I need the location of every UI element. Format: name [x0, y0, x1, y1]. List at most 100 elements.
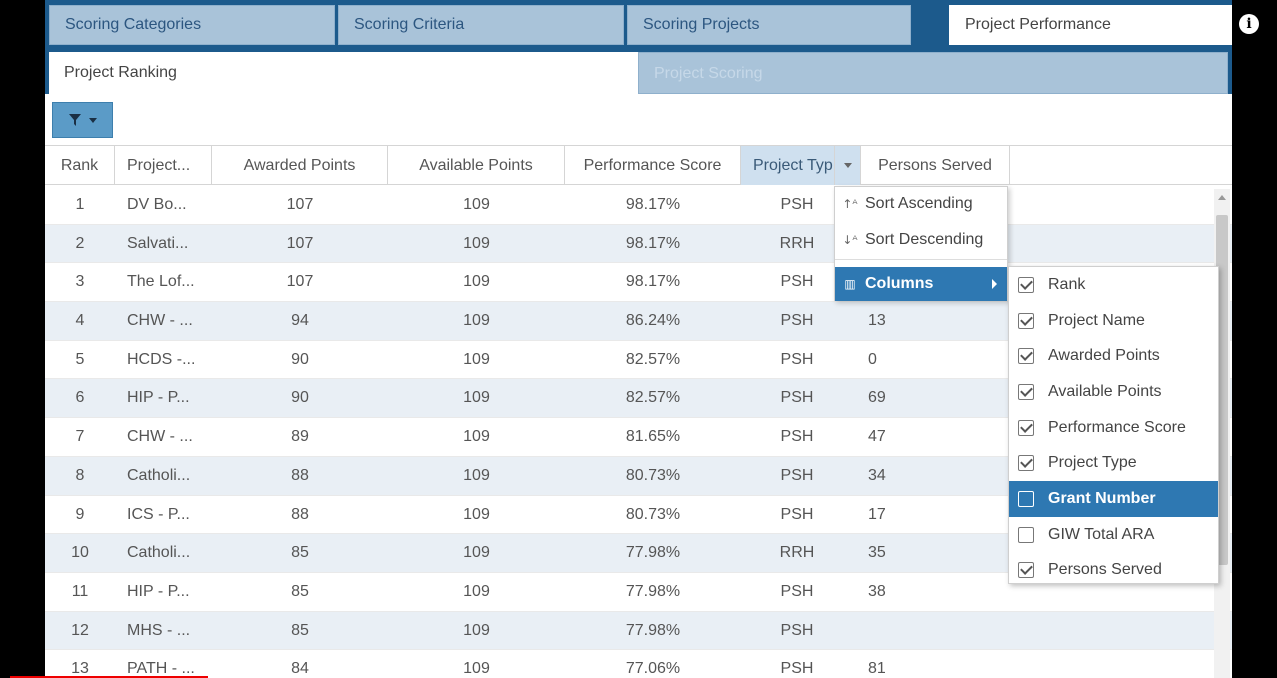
column-toggle-item[interactable]: Persons Served [1009, 553, 1218, 583]
awarded-points-cell: 90 [291, 350, 309, 368]
available-points-cell: 109 [463, 428, 490, 446]
column-toggle-item[interactable]: Available Points [1009, 374, 1218, 410]
rank-cell: 1 [75, 196, 85, 213]
column-toggle-item[interactable]: Awarded Points [1009, 338, 1218, 374]
awarded-points-cell: 88 [291, 505, 309, 523]
column-menu-button[interactable] [835, 146, 861, 185]
checkbox[interactable] [1018, 455, 1034, 472]
tab-scoring-criteria[interactable]: Scoring Criteria [338, 5, 624, 45]
column-toggle-label: Grant Number [1048, 490, 1156, 508]
awarded-points-cell: 85 [291, 582, 309, 600]
subtab-project-scoring[interactable]: Project Scoring [638, 52, 1228, 94]
project-name-cell: The Lof... [127, 273, 195, 291]
column-toggle-item[interactable]: Grant Number [1009, 481, 1218, 517]
available-points-cell: 109 [463, 273, 490, 291]
column-header-project-name[interactable]: Project... [115, 146, 212, 185]
table-row[interactable]: 11 HIP - P... 85 109 77.98% PSH 38 [45, 573, 1232, 612]
performance-score-cell: 82.57% [625, 350, 681, 368]
performance-score-cell: 86.24% [625, 312, 681, 330]
scrollbar-thumb[interactable] [1216, 215, 1228, 565]
performance-score-cell: 98.17% [625, 273, 681, 291]
column-header-awarded-points[interactable]: Awarded Points [212, 146, 388, 185]
project-name-cell: PATH - ... [127, 660, 195, 678]
column-toggle-item[interactable]: Performance Score [1009, 410, 1218, 446]
project-type-cell: PSH [780, 505, 814, 523]
menu-item-sort-descending[interactable]: ↓ᴬ Sort Descending [835, 223, 1007, 257]
checkbox[interactable] [1018, 383, 1034, 400]
rank-cell: 2 [75, 234, 85, 252]
available-points-cell: 109 [463, 350, 490, 368]
scroll-up-arrow-icon[interactable] [1218, 195, 1226, 200]
awarded-points-cell: 84 [291, 660, 309, 678]
column-header-available-points[interactable]: Available Points [388, 146, 565, 185]
menu-item-sort-ascending[interactable]: ↑ᴬ Sort Ascending [835, 187, 1007, 221]
column-toggle-item[interactable]: GIW Total ARA [1009, 517, 1218, 553]
rank-cell: 8 [75, 466, 85, 484]
project-name-cell: HIP - P... [127, 582, 190, 600]
columns-submenu: Rank Project Name Awarded Points Available … [1008, 266, 1219, 584]
column-toggle-label: Rank [1048, 275, 1086, 293]
performance-score-cell: 80.73% [625, 505, 681, 523]
info-icon[interactable]: i [1239, 14, 1259, 34]
columns-icon: ▥ [844, 277, 856, 291]
checkbox[interactable] [1018, 526, 1034, 543]
project-type-cell: PSH [780, 312, 814, 330]
project-name-cell: MHS - ... [127, 621, 191, 639]
tab-project-performance[interactable]: Project Performance [949, 5, 1232, 45]
column-header-rank[interactable]: Rank [45, 146, 115, 185]
sort-descending-icon: ↓ᴬ [842, 233, 858, 247]
performance-score-cell: 98.17% [625, 196, 681, 213]
subtab-project-ranking[interactable]: Project Ranking [49, 52, 638, 94]
table-row[interactable]: 13 PATH - ... 84 109 77.06% PSH 81 [45, 650, 1232, 678]
column-header-performance-score[interactable]: Performance Score [565, 146, 741, 185]
performance-score-cell: 77.98% [625, 582, 681, 600]
project-type-cell: PSH [780, 389, 814, 407]
available-points-cell: 109 [463, 234, 490, 252]
available-points-cell: 109 [463, 312, 490, 330]
tab-scoring-categories[interactable]: Scoring Categories [49, 5, 335, 45]
tab-scoring-projects[interactable]: Scoring Projects [627, 5, 911, 45]
project-type-cell: RRH [779, 234, 815, 252]
rank-cell: 11 [71, 582, 89, 600]
checkbox[interactable] [1018, 312, 1034, 329]
column-toggle-label: Project Type [1048, 454, 1137, 472]
table-row[interactable]: 7 CHW - ... 89 109 81.65% PSH 47 [45, 418, 1232, 457]
awarded-points-cell: 90 [291, 389, 309, 407]
column-toggle-item[interactable]: Project Type [1009, 446, 1218, 482]
table-row[interactable]: 9 ICS - P... 88 109 80.73% PSH 17 [45, 496, 1232, 535]
column-toggle-item[interactable]: Rank [1009, 267, 1218, 303]
checkbox[interactable] [1018, 562, 1034, 579]
project-name-cell: ICS - P... [127, 505, 190, 523]
table-row[interactable]: 12 MHS - ... 85 109 77.98% PSH [45, 611, 1232, 651]
checkbox[interactable] [1018, 276, 1034, 293]
awarded-points-cell: 88 [291, 466, 309, 484]
table-row[interactable]: 3 The Lof... 107 109 98.17% PSH [45, 263, 1232, 303]
table-row[interactable]: 1 DV Bo... 107 109 98.17% PSH [45, 186, 1232, 225]
column-header-persons-served[interactable]: Persons Served [861, 146, 1010, 185]
column-header-project-type[interactable]: Project Typ [741, 146, 835, 185]
menu-item-label: Columns [865, 275, 934, 292]
column-toggle-label: Available Points [1048, 382, 1162, 400]
available-points-cell: 109 [463, 621, 490, 639]
filter-button[interactable] [52, 102, 113, 138]
column-context-menu: ↑ᴬ Sort Ascending ↓ᴬ Sort Descending ▥ C… [834, 186, 1008, 301]
table-row[interactable]: 2 Salvati... 107 109 98.17% RRH [45, 224, 1232, 264]
project-name-cell: Salvati... [127, 234, 189, 252]
performance-score-cell: 82.57% [625, 389, 681, 407]
performance-score-cell: 77.98% [625, 544, 681, 562]
performance-score-cell: 77.06% [625, 660, 681, 678]
available-points-cell: 109 [463, 660, 490, 678]
project-name-cell: Catholi... [127, 544, 191, 562]
checkbox[interactable] [1018, 419, 1034, 436]
project-type-cell: PSH [780, 466, 814, 484]
column-toggle-item[interactable]: Project Name [1009, 303, 1218, 339]
table-row[interactable]: 5 HCDS -... 90 109 82.57% PSH 0 [45, 341, 1232, 380]
performance-score-cell: 77.98% [625, 621, 681, 639]
awarded-points-cell: 85 [291, 544, 309, 562]
project-type-cell: PSH [780, 196, 814, 213]
available-points-cell: 109 [463, 196, 490, 213]
checkbox[interactable] [1018, 348, 1034, 365]
checkbox[interactable] [1018, 491, 1034, 508]
rank-cell: 6 [75, 389, 85, 407]
menu-item-columns[interactable]: ▥ Columns [835, 267, 1007, 301]
